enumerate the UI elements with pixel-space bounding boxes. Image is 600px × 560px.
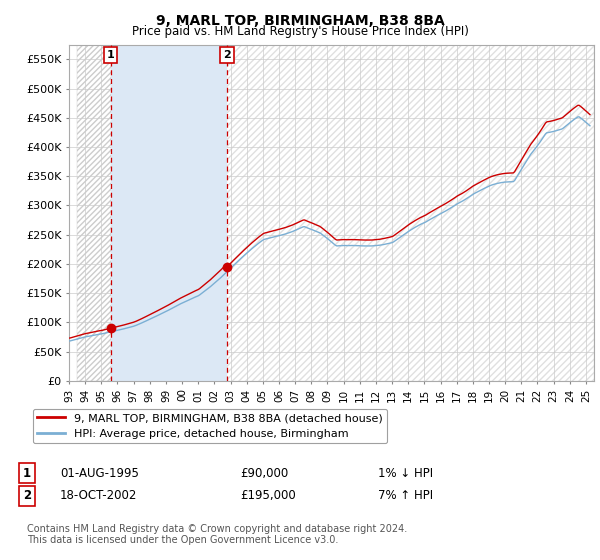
Text: 2: 2 — [23, 489, 31, 502]
Legend: 9, MARL TOP, BIRMINGHAM, B38 8BA (detached house), HPI: Average price, detached : 9, MARL TOP, BIRMINGHAM, B38 8BA (detach… — [32, 409, 387, 443]
Bar — [110, 45, 227, 381]
Text: £195,000: £195,000 — [240, 489, 296, 502]
Text: 2: 2 — [223, 50, 231, 60]
Text: 1: 1 — [23, 466, 31, 480]
Text: 9, MARL TOP, BIRMINGHAM, B38 8BA: 9, MARL TOP, BIRMINGHAM, B38 8BA — [155, 14, 445, 28]
Text: 18-OCT-2002: 18-OCT-2002 — [60, 489, 137, 502]
Text: 7% ↑ HPI: 7% ↑ HPI — [378, 489, 433, 502]
Text: 1% ↓ HPI: 1% ↓ HPI — [378, 466, 433, 480]
Text: Contains HM Land Registry data © Crown copyright and database right 2024.
This d: Contains HM Land Registry data © Crown c… — [27, 524, 407, 545]
Text: 1: 1 — [107, 50, 115, 60]
Text: £90,000: £90,000 — [240, 466, 288, 480]
Text: 01-AUG-1995: 01-AUG-1995 — [60, 466, 139, 480]
Text: Price paid vs. HM Land Registry's House Price Index (HPI): Price paid vs. HM Land Registry's House … — [131, 25, 469, 38]
